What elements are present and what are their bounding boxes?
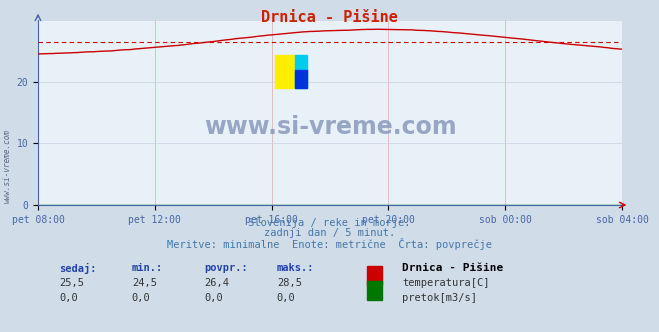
FancyBboxPatch shape (295, 55, 307, 88)
Text: povpr.:: povpr.: (204, 263, 248, 273)
Text: 28,5: 28,5 (277, 278, 302, 288)
Text: maks.:: maks.: (277, 263, 314, 273)
Text: temperatura[C]: temperatura[C] (402, 278, 490, 288)
Text: www.si-vreme.com: www.si-vreme.com (204, 115, 456, 139)
Text: www.si-vreme.com: www.si-vreme.com (3, 129, 11, 203)
FancyBboxPatch shape (295, 70, 307, 88)
Text: Drnica - Pišine: Drnica - Pišine (261, 10, 398, 25)
Text: min.:: min.: (132, 263, 163, 273)
FancyBboxPatch shape (275, 55, 295, 88)
Text: pretok[m3/s]: pretok[m3/s] (402, 293, 477, 303)
Text: Slovenija / reke in morje.: Slovenija / reke in morje. (248, 218, 411, 228)
Text: 26,4: 26,4 (204, 278, 229, 288)
Text: 0,0: 0,0 (59, 293, 78, 303)
Text: Drnica - Pišine: Drnica - Pišine (402, 263, 503, 273)
Text: 24,5: 24,5 (132, 278, 157, 288)
Text: Meritve: minimalne  Enote: metrične  Črta: povprečje: Meritve: minimalne Enote: metrične Črta:… (167, 238, 492, 250)
Text: 0,0: 0,0 (204, 293, 223, 303)
Text: 0,0: 0,0 (132, 293, 150, 303)
Text: 0,0: 0,0 (277, 293, 295, 303)
Text: sedaj:: sedaj: (59, 263, 97, 274)
Text: zadnji dan / 5 minut.: zadnji dan / 5 minut. (264, 228, 395, 238)
Text: 25,5: 25,5 (59, 278, 84, 288)
